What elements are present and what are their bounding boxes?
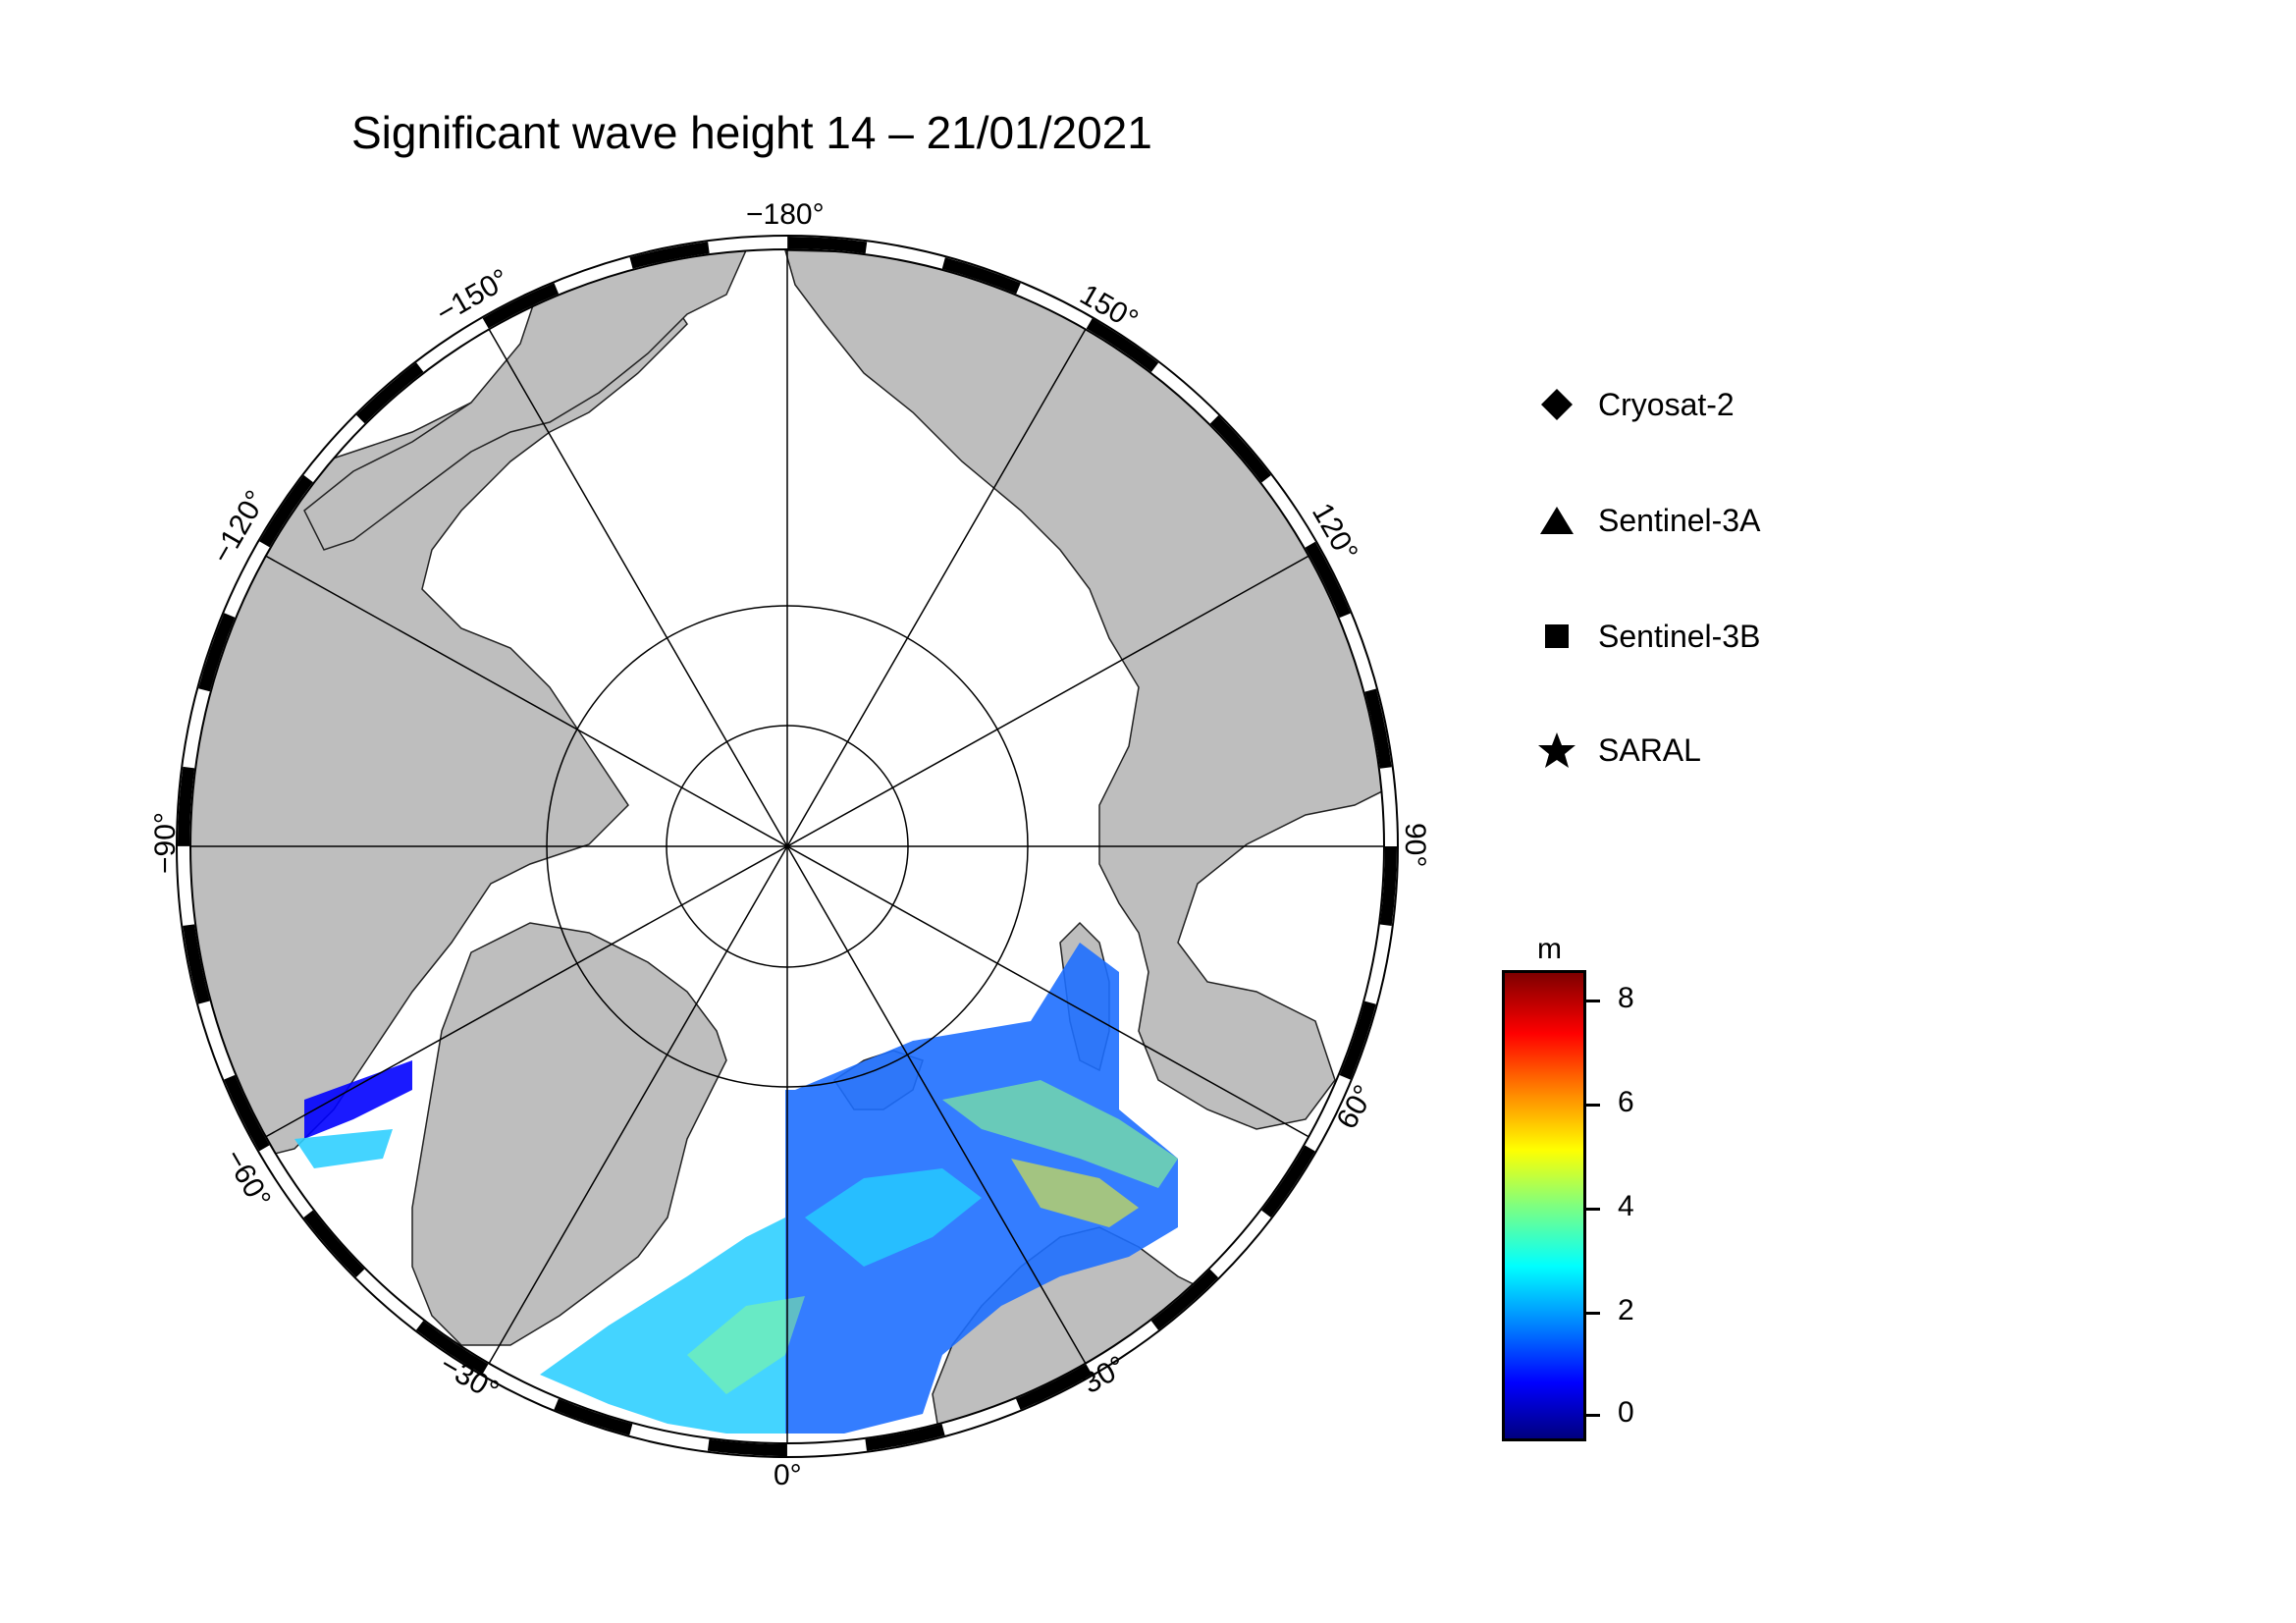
legend-label: Sentinel-3A — [1598, 503, 1761, 538]
triangle-icon — [1540, 507, 1574, 534]
legend-item-cryosat: Cryosat-2 — [1531, 373, 1845, 432]
colorbar-tick-label: 8 — [1618, 982, 1634, 1014]
colorbar-gradient — [1502, 970, 1586, 1441]
colorbar-tick — [1586, 1000, 1600, 1002]
square-icon — [1545, 624, 1569, 648]
lon-label-m120: −120° — [205, 485, 272, 568]
land-alaska-north — [303, 249, 748, 551]
lon-label-m180: −180° — [746, 198, 825, 231]
colorbar-tick-label: 0 — [1618, 1396, 1634, 1429]
colorbar-tick — [1586, 1208, 1600, 1211]
colorbar-tick — [1586, 1414, 1600, 1417]
lon-label-m60: −60° — [218, 1144, 277, 1214]
colorbar-tick-label: 6 — [1618, 1086, 1634, 1118]
legend-item-sentinel-3b: Sentinel-3B — [1531, 605, 1845, 664]
colorbar-tick — [1586, 1104, 1600, 1107]
colorbar-unit: m — [1537, 933, 1562, 965]
colorbar-tick-label: 2 — [1618, 1294, 1634, 1326]
legend-label: Cryosat-2 — [1598, 387, 1735, 422]
land-greenland — [411, 922, 727, 1346]
colorbar-tick — [1586, 1312, 1600, 1315]
graticule — [190, 249, 1384, 1443]
chart-title: Significant wave height 14 – 21/01/2021 — [351, 107, 1152, 158]
lon-label-60: 60° — [1330, 1080, 1380, 1135]
diamond-icon — [1541, 389, 1573, 420]
lon-label-90: 90° — [1399, 823, 1431, 867]
star-icon — [1538, 732, 1575, 768]
wave-height-swaths — [294, 943, 1178, 1434]
colorbar-tick-label: 4 — [1618, 1190, 1634, 1222]
lon-label-m90: −90° — [149, 812, 182, 874]
legend-label: Sentinel-3B — [1598, 619, 1761, 654]
legend-item-sentinel-3a: Sentinel-3A — [1531, 489, 1845, 548]
legend-item-saral: SARAL — [1531, 719, 1845, 778]
legend-label: SARAL — [1598, 732, 1701, 768]
lon-label-0: 0° — [774, 1459, 802, 1491]
map-frame — [176, 235, 1399, 1458]
